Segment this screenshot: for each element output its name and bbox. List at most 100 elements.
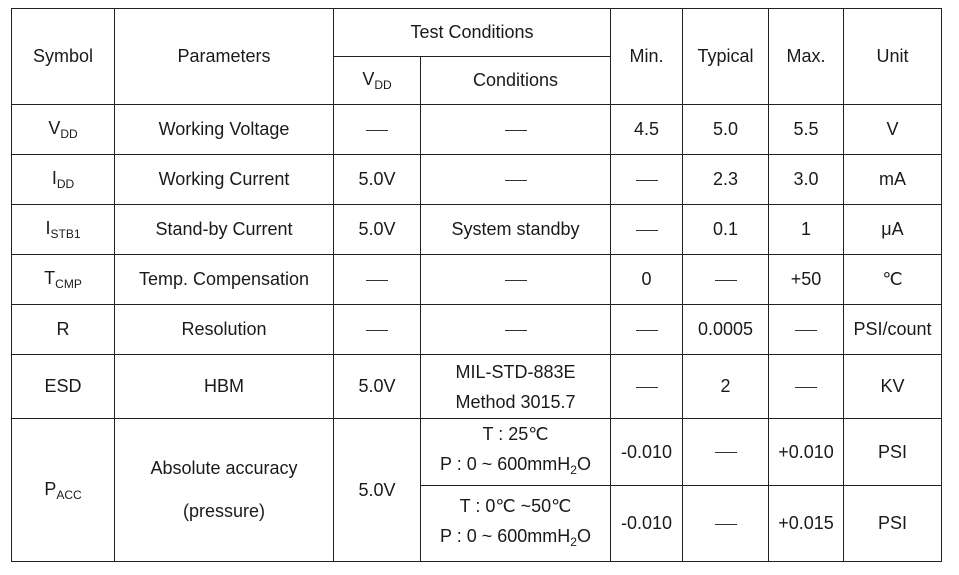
- max-cell: 3.0: [768, 154, 844, 205]
- unit-cell: mA: [843, 154, 942, 205]
- vdd-cell: 5.0V: [333, 154, 421, 205]
- vdd-cell: 5.0V: [333, 418, 421, 562]
- dash-icon: [795, 386, 817, 388]
- table-row: PACC Absolute accuracy (pressure) 5.0V T…: [11, 418, 942, 562]
- header-max: Max.: [768, 8, 844, 105]
- dash-icon: [504, 329, 527, 331]
- header-symbol: Symbol: [11, 8, 115, 105]
- dash-icon: [504, 279, 527, 281]
- table-row: R Resolution 0.0005 PSI/count: [11, 304, 942, 355]
- dash-icon: [366, 279, 388, 281]
- vdd-cell: [333, 254, 421, 305]
- dash-icon: [714, 523, 737, 525]
- parameter-cell: Working Voltage: [114, 104, 334, 155]
- conditions-cell: [420, 304, 611, 355]
- table-row: IDD Working Current 5.0V 2.3 3.0 mA: [11, 154, 942, 205]
- parameter-cell: Absolute accuracy (pressure): [114, 418, 334, 562]
- condition-line: T : 25℃: [482, 424, 549, 444]
- conditions-cell: [420, 104, 611, 155]
- max-cell: 5.5: [768, 104, 844, 155]
- symbol-cell: ESD: [11, 354, 115, 419]
- table-row: TCMP Temp. Compensation 0 +50 ℃: [11, 254, 942, 305]
- symbol-cell: VDD: [11, 104, 115, 155]
- symbol-cell: IDD: [11, 154, 115, 205]
- typical-cell: 0.0005: [682, 304, 769, 355]
- max-cell: 1: [768, 204, 844, 255]
- conditions-cell: T : 0℃ ~50℃ P : 0 ~ 600mmH2O: [420, 485, 611, 562]
- typical-cell: [682, 254, 769, 305]
- dash-icon: [366, 329, 388, 331]
- vdd-cell: 5.0V: [333, 354, 421, 419]
- unit-cell: PSI: [843, 485, 942, 562]
- header-test-conditions: Test Conditions: [333, 8, 611, 57]
- min-cell: -0.010: [610, 418, 683, 486]
- conditions-cell: MIL-STD-883E Method 3015.7: [420, 354, 611, 419]
- conditions-cell: [420, 154, 611, 205]
- parameter-cell: Working Current: [114, 154, 334, 205]
- max-cell: +0.010: [768, 418, 844, 486]
- min-cell: [610, 204, 683, 255]
- unit-cell: μA: [843, 204, 942, 255]
- unit-cell: ℃: [843, 254, 942, 305]
- conditions-cell: T : 25℃ P : 0 ~ 600mmH2O: [420, 418, 611, 486]
- min-cell: -0.010: [610, 485, 683, 562]
- table-row: ISTB1 Stand-by Current 5.0V System stand…: [11, 204, 942, 255]
- parameter-cell: Stand-by Current: [114, 204, 334, 255]
- electrical-characteristics-table: Symbol Parameters Test Conditions Min. T…: [11, 8, 942, 562]
- table-row: VDD Working Voltage 4.5 5.0 5.5 V: [11, 104, 942, 155]
- min-cell: 4.5: [610, 104, 683, 155]
- max-cell: [768, 354, 844, 419]
- max-cell: [768, 304, 844, 355]
- max-cell: +0.015: [768, 485, 844, 562]
- typical-cell: 5.0: [682, 104, 769, 155]
- vdd-cell: 5.0V: [333, 204, 421, 255]
- dash-icon: [635, 179, 658, 181]
- conditions-cell: System standby: [420, 204, 611, 255]
- header-min: Min.: [610, 8, 683, 105]
- parameter-cell: HBM: [114, 354, 334, 419]
- dash-icon: [635, 329, 658, 331]
- parameter-cell: Temp. Compensation: [114, 254, 334, 305]
- typical-cell: [682, 418, 769, 486]
- header-typical: Typical: [682, 8, 769, 105]
- dash-icon: [366, 129, 388, 131]
- dash-icon: [504, 129, 527, 131]
- header-row-1: Symbol Parameters Test Conditions Min. T…: [11, 8, 942, 105]
- typical-cell: [682, 485, 769, 562]
- unit-cell: KV: [843, 354, 942, 419]
- vdd-cell: [333, 104, 421, 155]
- typical-cell: 2.3: [682, 154, 769, 205]
- min-cell: [610, 154, 683, 205]
- unit-cell: PSI: [843, 418, 942, 486]
- table-row: T : 0℃ ~50℃ P : 0 ~ 600mmH2O -0.010 +0.0…: [12, 485, 942, 562]
- parameter-cell: Resolution: [114, 304, 334, 355]
- header-row-2: VDD Conditions: [12, 56, 942, 105]
- dash-icon: [504, 179, 527, 181]
- symbol-cell: TCMP: [11, 254, 115, 305]
- condition-line: T : 0℃ ~50℃: [459, 495, 572, 516]
- header-conditions: Conditions: [420, 56, 611, 105]
- table-row: ESD HBM 5.0V MIL-STD-883E Method 3015.7 …: [11, 354, 942, 419]
- header-unit: Unit: [843, 8, 942, 105]
- symbol-cell: ISTB1: [11, 204, 115, 255]
- condition-line: P : 0 ~ 600mmH2O: [440, 525, 591, 549]
- header-parameters: Parameters: [114, 8, 334, 105]
- min-cell: [610, 354, 683, 419]
- min-cell: 0: [610, 254, 683, 305]
- dash-icon: [714, 452, 737, 454]
- header-vdd: VDD: [333, 56, 421, 105]
- parameter-line: Absolute accuracy: [150, 458, 298, 478]
- symbol-cell: PACC: [11, 418, 115, 562]
- conditions-cell: [420, 254, 611, 305]
- symbol-cell: R: [11, 304, 115, 355]
- dash-icon: [635, 386, 658, 388]
- typical-cell: 2: [682, 354, 769, 419]
- unit-cell: V: [843, 104, 942, 155]
- condition-line: P : 0 ~ 600mmH2O: [440, 454, 591, 477]
- condition-line: MIL-STD-883E: [455, 361, 576, 382]
- typical-cell: 0.1: [682, 204, 769, 255]
- condition-line: Method 3015.7: [455, 391, 576, 412]
- parameter-line: (pressure): [182, 501, 266, 521]
- max-cell: +50: [768, 254, 844, 305]
- unit-cell: PSI/count: [843, 304, 942, 355]
